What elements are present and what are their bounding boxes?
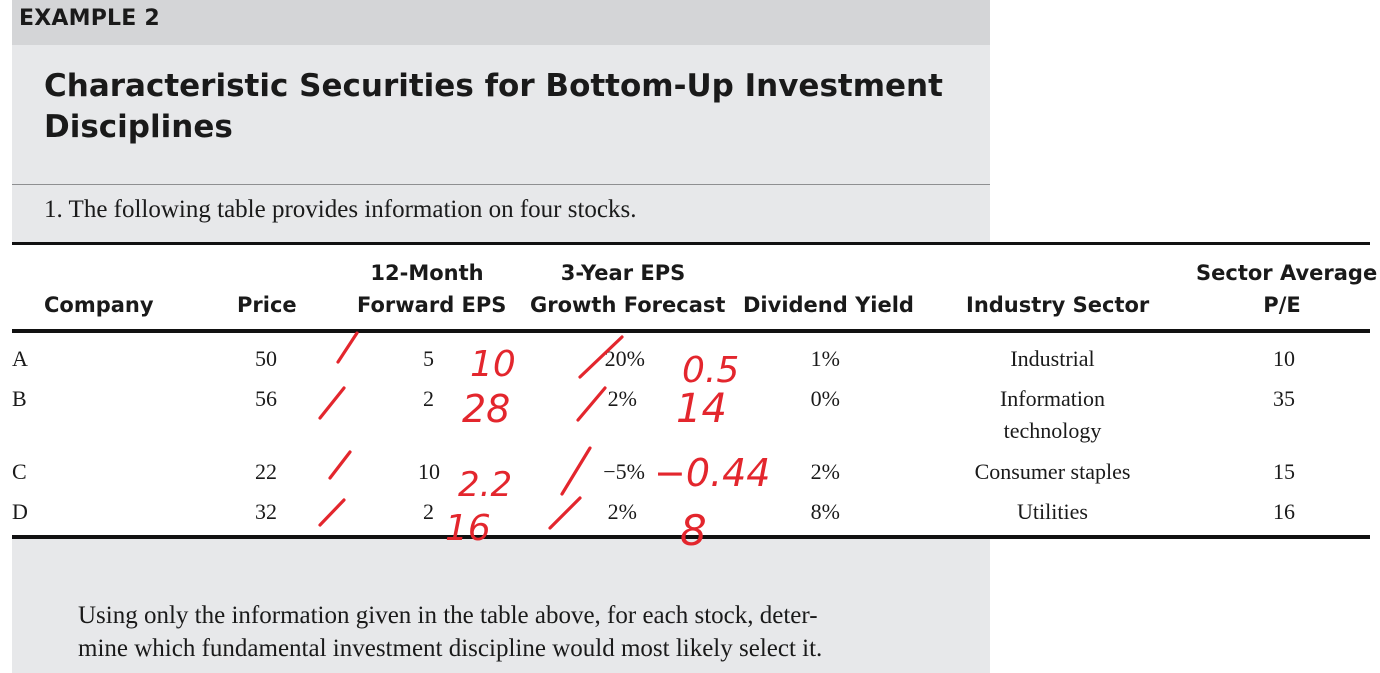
header-pe-line2: P/E [1263,293,1301,317]
cell-dividend: 0% [810,386,840,411]
cell-pe: 10 [1273,346,1295,371]
cell-company: C [12,459,27,484]
cell-price: 50 [255,346,277,371]
header-industry-sector: Industry Sector [966,293,1150,317]
instruction-line-2: mine which fundamental investment discip… [78,635,823,662]
example-label-bar [12,0,990,45]
header-growth-line2: Growth Forecast [530,293,726,317]
cell-eps: 10 [418,459,440,484]
cell-eps: 2 [423,386,434,411]
example-title: Characteristic Securities for Bottom-Up … [44,66,944,148]
cell-pe: 15 [1273,459,1295,484]
cell-growth: 2% [607,386,637,411]
header-forward-eps-line1: 12-Month [370,261,484,285]
header-forward-eps: 12-Month Forward EPS [357,257,507,321]
cell-eps: 5 [423,346,434,371]
cell-growth: 2% [607,499,637,524]
cell-growth: 20% [604,346,645,371]
slash-mark [318,386,346,420]
cell-industry: Utilities [1017,499,1088,524]
title-divider [12,184,990,185]
header-pe-line1: Sector Average [1196,261,1378,285]
header-sector-pe: Sector Average P/E [1196,257,1378,321]
cell-dividend: 8% [810,499,840,524]
table-header-rule [12,329,1370,333]
table-top-rule [12,242,1370,245]
slash-mark [328,450,352,480]
cell-price: 22 [255,459,277,484]
table-bottom-rule [12,535,1370,539]
header-company: Company [44,293,154,317]
cell-company: B [12,386,27,411]
instruction-text: Using only the information given in the … [78,599,958,665]
annot-pe-c: 2.2 [458,465,512,505]
header-growth-forecast: 3-Year EPS Growth Forecast [530,257,726,321]
header-forward-eps-line2: Forward EPS [357,293,507,317]
title-line-2: Disciplines [44,109,233,145]
cell-industry: Consumer staples [974,459,1131,484]
cell-pe: 35 [1273,386,1295,411]
header-dividend-yield: Dividend Yield [743,293,914,317]
cell-company: A [12,346,28,371]
cell-industry-line1: Information [999,386,1106,411]
cell-eps: 2 [423,499,434,524]
slash-mark [336,331,359,364]
cell-growth: −5% [603,459,645,484]
header-growth-line1: 3-Year EPS [560,261,686,285]
annot-peg-b: 14 [676,386,727,432]
instruction-line-1: Using only the information given in the … [78,602,818,629]
example-label: EXAMPLE 2 [19,6,160,31]
cell-industry-line2: technology [1003,418,1102,443]
cell-price: 56 [255,386,277,411]
header-price: Price [237,293,297,317]
question-text: 1. The following table provides informat… [44,196,637,223]
annot-peg-c: −0.44 [654,451,770,495]
example-box-bottom [12,539,990,673]
annot-pe-a: 10 [470,344,516,385]
cell-dividend: 1% [810,346,840,371]
cell-industry: Industrial [1010,346,1095,371]
slash-mark [318,498,346,527]
annot-pe-b: 28 [462,387,510,431]
cell-company: D [12,499,28,524]
annot-peg-a: 0.5 [682,350,739,391]
cell-industry: Information technology [940,383,1165,447]
cell-dividend: 2% [810,459,840,484]
cell-pe: 16 [1273,499,1295,524]
title-line-1: Characteristic Securities for Bottom-Up … [44,68,943,104]
cell-price: 32 [255,499,277,524]
